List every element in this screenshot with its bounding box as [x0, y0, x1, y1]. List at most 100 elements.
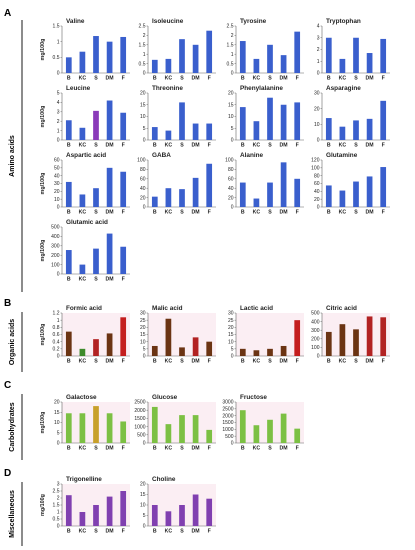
- x-tick-label: B: [153, 446, 157, 452]
- x-tick-label: F: [296, 359, 299, 365]
- x-tick-label: KC: [339, 359, 347, 365]
- y-tick-label: 50: [54, 166, 60, 172]
- x-tick-label: KC: [165, 446, 173, 452]
- x-tick-label: B: [241, 359, 245, 365]
- x-tick-label: DM: [192, 529, 200, 535]
- y-tick-label: 15: [54, 410, 60, 416]
- bar: [165, 58, 172, 73]
- bar: [380, 317, 387, 356]
- y-tick-label: 20: [228, 325, 234, 331]
- x-tick-label: KC: [165, 143, 173, 149]
- x-tick-label: KC: [79, 359, 87, 365]
- chart-title: Galactose: [66, 394, 97, 401]
- y-tick-label: 1: [231, 52, 234, 58]
- bar: [93, 339, 99, 356]
- x-tick-label: DM: [106, 277, 114, 283]
- bar: [267, 182, 273, 207]
- y-tick-label: 2500: [222, 407, 233, 413]
- bar: [65, 181, 72, 207]
- section-letter: D: [4, 468, 11, 479]
- x-tick-label: KC: [79, 210, 87, 216]
- y-tick-label: 1.5: [139, 43, 146, 49]
- y-tick-label: 0: [231, 441, 234, 447]
- y-tick-label: 1500: [222, 420, 233, 426]
- bar: [179, 39, 185, 73]
- x-tick-label: B: [327, 210, 331, 216]
- y-axis-label: mg/100g: [40, 106, 46, 128]
- x-tick-label: F: [296, 210, 299, 216]
- x-tick-label: F: [122, 446, 125, 452]
- y-tick-label: 1.5: [53, 24, 60, 30]
- x-tick-label: KC: [79, 277, 87, 283]
- y-tick-label: 100: [225, 158, 234, 164]
- bar: [79, 512, 86, 526]
- x-tick-label: DM: [280, 76, 288, 82]
- x-tick-label: F: [208, 359, 211, 365]
- y-tick-label: 200: [311, 337, 320, 343]
- y-tick-label: 4: [317, 24, 320, 30]
- y-tick-label: 5: [143, 513, 146, 519]
- bar: [192, 494, 199, 526]
- bar: [325, 331, 332, 356]
- x-tick-label: KC: [339, 143, 347, 149]
- y-tick-label: 100: [137, 158, 146, 164]
- chart-title: Glutamic acid: [66, 219, 108, 226]
- y-tick-label: 0: [143, 524, 146, 530]
- y-tick-label: 15: [140, 102, 146, 108]
- y-tick-label: 30: [140, 311, 146, 317]
- x-tick-label: DM: [192, 446, 200, 452]
- bar: [151, 505, 158, 526]
- x-tick-label: F: [122, 143, 125, 149]
- bar: [239, 182, 246, 207]
- y-tick-label: 100: [311, 345, 320, 351]
- bar: [353, 37, 359, 73]
- bar: [79, 264, 86, 274]
- bar: [179, 102, 185, 140]
- chart-title: Glucose: [152, 394, 178, 401]
- x-tick-label: B: [241, 446, 245, 452]
- bar: [206, 498, 213, 526]
- y-tick-label: 0.2: [53, 347, 60, 353]
- y-tick-label: 300: [51, 244, 60, 250]
- y-tick-label: 2: [57, 119, 60, 125]
- y-tick-label: 120: [311, 158, 320, 164]
- y-tick-label: 0: [143, 354, 146, 360]
- x-tick-label: F: [208, 210, 211, 216]
- bar: [239, 107, 246, 140]
- x-tick-label: KC: [339, 210, 347, 216]
- y-tick-label: 500: [225, 434, 234, 440]
- x-tick-label: F: [382, 210, 385, 216]
- bar: [106, 496, 113, 526]
- x-tick-label: F: [208, 76, 211, 82]
- chart-title: Leucine: [66, 85, 91, 92]
- x-tick-label: KC: [79, 76, 87, 82]
- x-tick-label: DM: [280, 446, 288, 452]
- x-tick-label: DM: [106, 529, 114, 535]
- x-tick-label: DM: [366, 359, 374, 365]
- bar: [192, 123, 199, 140]
- x-tick-label: S: [94, 359, 98, 365]
- y-tick-label: 0: [231, 138, 234, 144]
- x-tick-label: KC: [165, 359, 173, 365]
- y-tick-label: 400: [51, 234, 60, 240]
- bar: [93, 110, 99, 140]
- y-tick-label: 25: [228, 318, 234, 324]
- x-tick-label: S: [94, 210, 98, 216]
- x-tick-label: DM: [106, 210, 114, 216]
- y-tick-label: 5: [57, 91, 60, 97]
- section-label: Organic acids: [9, 319, 16, 365]
- chart-title: Fructose: [240, 394, 267, 401]
- x-tick-label: KC: [165, 76, 173, 82]
- bar: [366, 118, 373, 140]
- x-tick-label: B: [67, 210, 71, 216]
- bar: [120, 421, 127, 443]
- chart-title: Aspartic acid: [66, 152, 106, 159]
- y-tick-label: 80: [314, 173, 320, 179]
- y-tick-label: 40: [228, 186, 234, 192]
- y-tick-label: 4: [57, 100, 60, 106]
- y-tick-label: 20: [140, 91, 146, 97]
- section-letter: B: [4, 298, 11, 309]
- bar: [120, 317, 127, 356]
- bar: [339, 190, 346, 207]
- x-tick-label: F: [122, 277, 125, 283]
